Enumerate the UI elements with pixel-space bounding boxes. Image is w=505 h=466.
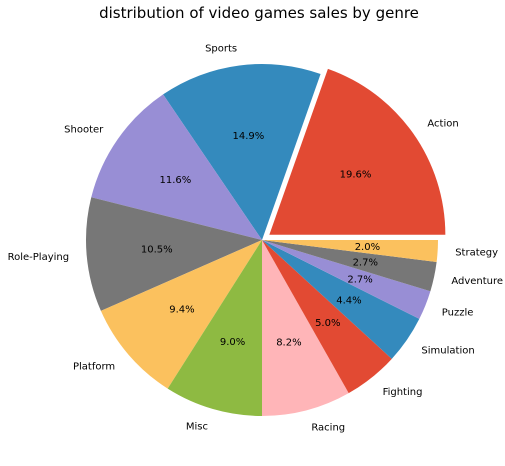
pie-pct-label-role-playing: 10.5%	[141, 244, 173, 255]
pie-label-strategy: Strategy	[455, 248, 498, 259]
pie-pct-label-fighting: 5.0%	[315, 318, 340, 329]
pie-slice-shooter	[91, 94, 262, 240]
pie-slice-misc	[167, 240, 262, 416]
pie-pct-label-simulation: 4.4%	[336, 295, 361, 306]
pie-slice-strategy	[262, 240, 438, 263]
pie-pct-label-misc: 9.0%	[220, 337, 245, 348]
pie-label-fighting: Fighting	[383, 387, 423, 398]
pie-pct-label-adventure: 2.7%	[353, 258, 378, 269]
pie-slice-sports	[163, 64, 321, 240]
pie-label-action: Action	[427, 118, 458, 129]
pie-label-shooter: Shooter	[64, 125, 104, 136]
pie-slice-platform	[100, 240, 262, 389]
pie-slice-fighting	[262, 240, 392, 394]
pie-slice-adventure	[262, 240, 437, 292]
pie-pct-label-sports: 14.9%	[233, 131, 265, 142]
pie-label-sports: Sports	[205, 44, 237, 55]
pie-pct-label-strategy: 2.0%	[355, 242, 380, 253]
pie-label-adventure: Adventure	[451, 276, 503, 287]
chart-title: distribution of video games sales by gen…	[99, 4, 419, 22]
pie-slice-racing	[262, 240, 349, 416]
pie-label-puzzle: Puzzle	[442, 307, 474, 318]
pie-label-simulation: Simulation	[421, 345, 474, 356]
pie-slice-action	[269, 68, 446, 235]
pie-slice-simulation	[262, 240, 420, 359]
pie-slice-role-playing	[86, 197, 262, 311]
pie-label-role-playing: Role-Playing	[8, 252, 69, 263]
pie-pct-label-action: 19.6%	[340, 169, 372, 180]
pie-label-racing: Racing	[311, 423, 345, 434]
pie-pct-label-platform: 9.4%	[169, 304, 194, 315]
pie-pct-label-shooter: 11.6%	[160, 175, 192, 186]
pie-label-platform: Platform	[73, 362, 115, 373]
pie-slice-puzzle	[262, 240, 431, 319]
pie-pct-label-puzzle: 2.7%	[347, 275, 372, 286]
pie-pct-label-racing: 8.2%	[276, 338, 301, 349]
pie-label-misc: Misc	[186, 421, 208, 432]
